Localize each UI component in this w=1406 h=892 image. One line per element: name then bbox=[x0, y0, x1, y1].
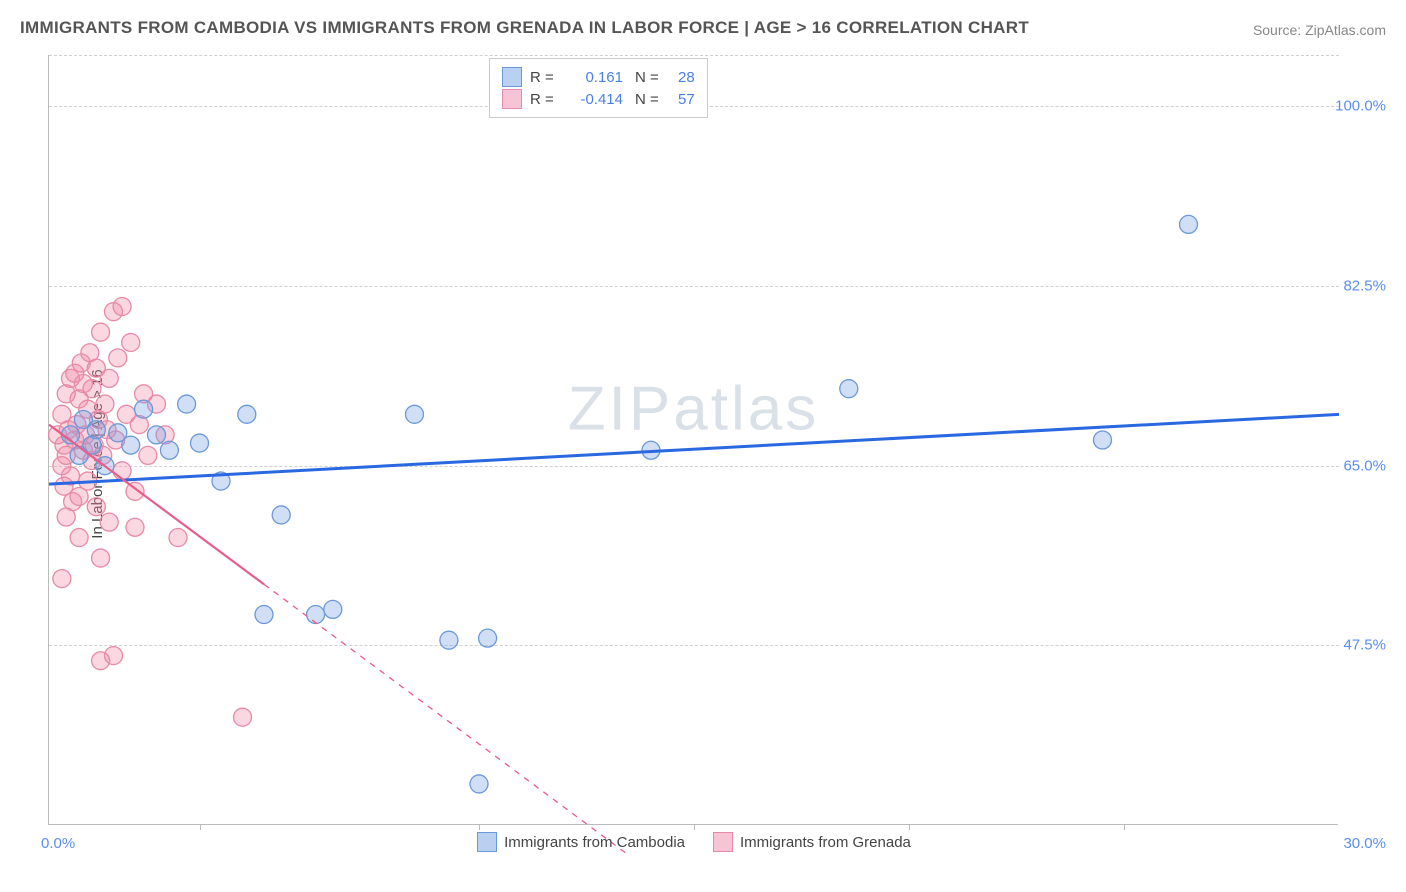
swatch-grenada bbox=[713, 832, 733, 852]
scatter-point bbox=[148, 426, 166, 444]
correlation-legend: R = 0.161 N = 28 R = -0.414 N = 57 bbox=[489, 58, 708, 118]
trend-line-dashed bbox=[264, 584, 630, 855]
scatter-point bbox=[1094, 431, 1112, 449]
scatter-point bbox=[92, 549, 110, 567]
r-value-cambodia: 0.161 bbox=[568, 69, 623, 86]
swatch-cambodia bbox=[502, 67, 522, 87]
n-value-cambodia: 28 bbox=[678, 69, 695, 86]
scatter-point bbox=[479, 629, 497, 647]
scatter-point bbox=[178, 395, 196, 413]
scatter-point bbox=[109, 349, 127, 367]
scatter-point bbox=[122, 436, 140, 454]
series-label-grenada: Immigrants from Grenada bbox=[740, 834, 911, 851]
scatter-point bbox=[840, 380, 858, 398]
legend-row-grenada: R = -0.414 N = 57 bbox=[502, 89, 695, 109]
chart-title: IMMIGRANTS FROM CAMBODIA VS IMMIGRANTS F… bbox=[20, 18, 1029, 38]
scatter-point bbox=[87, 498, 105, 516]
scatter-point bbox=[272, 506, 290, 524]
scatter-point bbox=[100, 513, 118, 531]
legend-item-cambodia: Immigrants from Cambodia bbox=[477, 832, 685, 852]
trend-line bbox=[49, 414, 1339, 484]
scatter-point bbox=[135, 400, 153, 418]
scatter-point bbox=[83, 380, 101, 398]
swatch-grenada bbox=[502, 89, 522, 109]
scatter-point bbox=[70, 529, 88, 547]
scatter-point bbox=[126, 518, 144, 536]
scatter-point bbox=[440, 631, 458, 649]
scatter-point bbox=[255, 606, 273, 624]
scatter-point bbox=[105, 647, 123, 665]
scatter-point bbox=[113, 462, 131, 480]
scatter-point bbox=[53, 570, 71, 588]
scatter-point bbox=[406, 405, 424, 423]
legend-item-grenada: Immigrants from Grenada bbox=[713, 832, 911, 852]
series-label-cambodia: Immigrants from Cambodia bbox=[504, 834, 685, 851]
source-label: Source: ZipAtlas.com bbox=[1253, 22, 1386, 38]
r-label: R = bbox=[530, 91, 560, 108]
scatter-point bbox=[169, 529, 187, 547]
scatter-point bbox=[238, 405, 256, 423]
r-value-grenada: -0.414 bbox=[568, 91, 623, 108]
scatter-point bbox=[191, 434, 209, 452]
scatter-point bbox=[307, 606, 325, 624]
scatter-point bbox=[100, 369, 118, 387]
plot-frame: ZIPatlas 47.5%65.0%82.5%100.0% 0.0% 30.0… bbox=[48, 55, 1338, 825]
r-label: R = bbox=[530, 69, 560, 86]
scatter-point bbox=[122, 333, 140, 351]
scatter-point bbox=[160, 441, 178, 459]
series-legend: Immigrants from Cambodia Immigrants from… bbox=[49, 832, 1339, 852]
scatter-point bbox=[1180, 215, 1198, 233]
scatter-point bbox=[139, 446, 157, 464]
legend-row-cambodia: R = 0.161 N = 28 bbox=[502, 67, 695, 87]
scatter-point bbox=[324, 600, 342, 618]
scatter-point bbox=[113, 298, 131, 316]
scatter-point bbox=[92, 323, 110, 341]
n-label: N = bbox=[635, 69, 670, 86]
scatter-point bbox=[87, 421, 105, 439]
scatter-point bbox=[57, 508, 75, 526]
chart-area: In Labor Force | Age > 16 ZIPatlas 47.5%… bbox=[48, 55, 1386, 853]
swatch-cambodia bbox=[477, 832, 497, 852]
n-label: N = bbox=[635, 91, 670, 108]
n-value-grenada: 57 bbox=[678, 91, 695, 108]
scatter-plot-svg bbox=[49, 55, 1339, 825]
scatter-point bbox=[470, 775, 488, 793]
scatter-point bbox=[96, 395, 114, 413]
scatter-point bbox=[234, 708, 252, 726]
